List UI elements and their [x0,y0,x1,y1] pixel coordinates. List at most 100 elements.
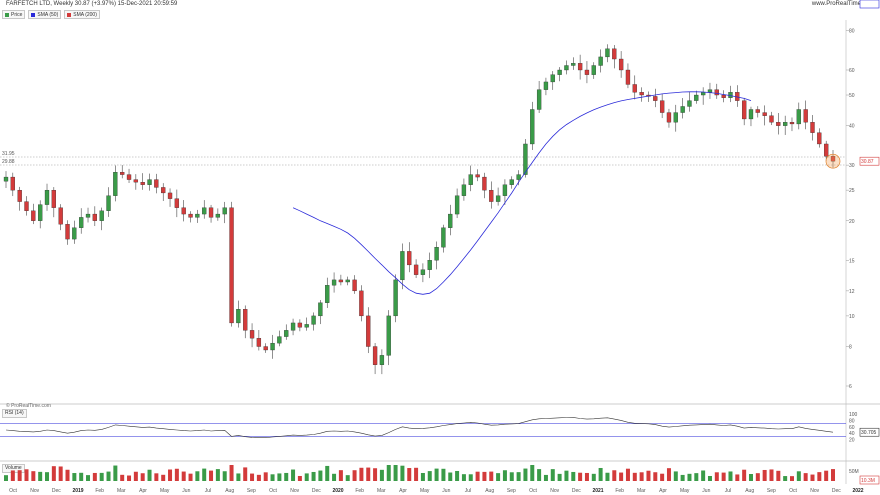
volume-bar [58,466,63,481]
candle-body [666,112,672,123]
candle-body [577,63,583,71]
candle-body [543,81,549,90]
volume-bar [229,465,234,481]
x-tick-label: 2021 [592,488,603,494]
candle-body [85,213,91,218]
volume-bar [256,474,261,481]
volume-bar [161,474,166,481]
candle-body [181,207,186,215]
candle-body [38,204,43,221]
candle-body [625,69,631,85]
volume-bar [557,473,562,481]
volume-bar [660,473,665,481]
x-tick-label: Dec [52,488,61,494]
volume-tick-label: 50M [849,469,859,475]
legend-sma-200[interactable]: SMA (200) [64,10,100,19]
candle-body [208,207,214,218]
volume-bar [202,468,207,481]
candle-body [489,189,494,202]
volume-bar [338,470,343,481]
candle-body [393,279,398,317]
x-tick-label: Mar [637,488,646,494]
volume-bar [400,465,405,481]
volume-bar [776,470,781,481]
volume-bar [174,468,179,481]
volume-bar [270,474,275,481]
candle-body [31,210,36,221]
candle-body [154,179,159,188]
volume-bar [591,473,596,481]
volume-bar [10,470,15,481]
candle-body [748,109,754,120]
volume-bar [742,469,747,481]
x-tick-label: Sep [247,488,256,494]
x-tick-label: Nov [550,488,559,494]
rsi-line [5,417,834,438]
candle-body [270,342,275,351]
candle-body [475,174,480,178]
candle-body [379,355,385,365]
volume-bar [489,471,494,481]
candle-body [140,182,145,185]
candle-body [99,210,104,221]
candle-body [796,109,801,125]
candle-body [536,89,542,110]
candle-body [448,213,453,228]
x-tick-label: Aug [745,488,754,494]
x-tick-label: Dec [832,488,841,494]
candle-body [58,207,63,225]
y-tick-label: 40 [849,124,855,130]
candle-body [618,58,624,71]
volume-bar [236,473,241,481]
volume-bar [523,468,528,481]
x-tick-label: 2022 [852,488,863,494]
volume-bar [215,469,220,481]
volume-bar [612,470,617,481]
rsi-tick-label: 20 [849,438,855,444]
candle-body [468,174,473,185]
candle-body [202,207,207,215]
candle-body [714,89,719,96]
candle-body [51,189,56,208]
volume-bar [735,474,740,481]
ref-line-label: 31.95 [2,151,15,157]
candle-body [236,309,241,324]
y-tick-label: 10 [849,314,855,320]
candle-body [571,63,576,66]
volume-bar [209,470,214,481]
x-tick-label: Oct [269,488,277,494]
sma-badge: 48.011 [861,0,876,2]
volume-bar [619,472,624,481]
volume-bar [133,471,138,481]
x-tick-label: Jun [182,488,190,494]
volume-bar [571,471,576,481]
volume-bar [578,472,583,481]
candle-body [653,96,658,101]
watermark: © ProRealTime.com [6,403,51,409]
volume-bar [393,465,398,481]
volume-bar [99,472,104,481]
candle-body [174,198,180,208]
candle-body [591,65,596,75]
x-tick-label: Oct [529,488,537,494]
x-tick-label: Oct [789,488,797,494]
legend-price[interactable]: Price [2,10,26,19]
rsi-tick-label: 60 [849,425,855,431]
legend-sma-50[interactable]: SMA (50) [28,10,62,19]
volume-bar [414,467,419,481]
candle-body [516,174,521,180]
candle-body [263,346,268,351]
brand-link[interactable]: www.ProRealTime.com [811,1,874,7]
volume-bar [550,469,555,481]
x-tick-label: May [160,488,170,494]
legend: Price SMA (50) SMA (200) [2,10,100,19]
x-tick-label: Nov [810,488,819,494]
volume-bar [373,468,378,481]
rsi-panel-label[interactable]: RSI (14) [2,409,27,418]
volume-bar [817,472,822,481]
candle-body [639,92,644,96]
x-tick-label: 2019 [72,488,83,494]
candle-body [427,260,432,270]
x-tick-label: Dec [572,488,581,494]
